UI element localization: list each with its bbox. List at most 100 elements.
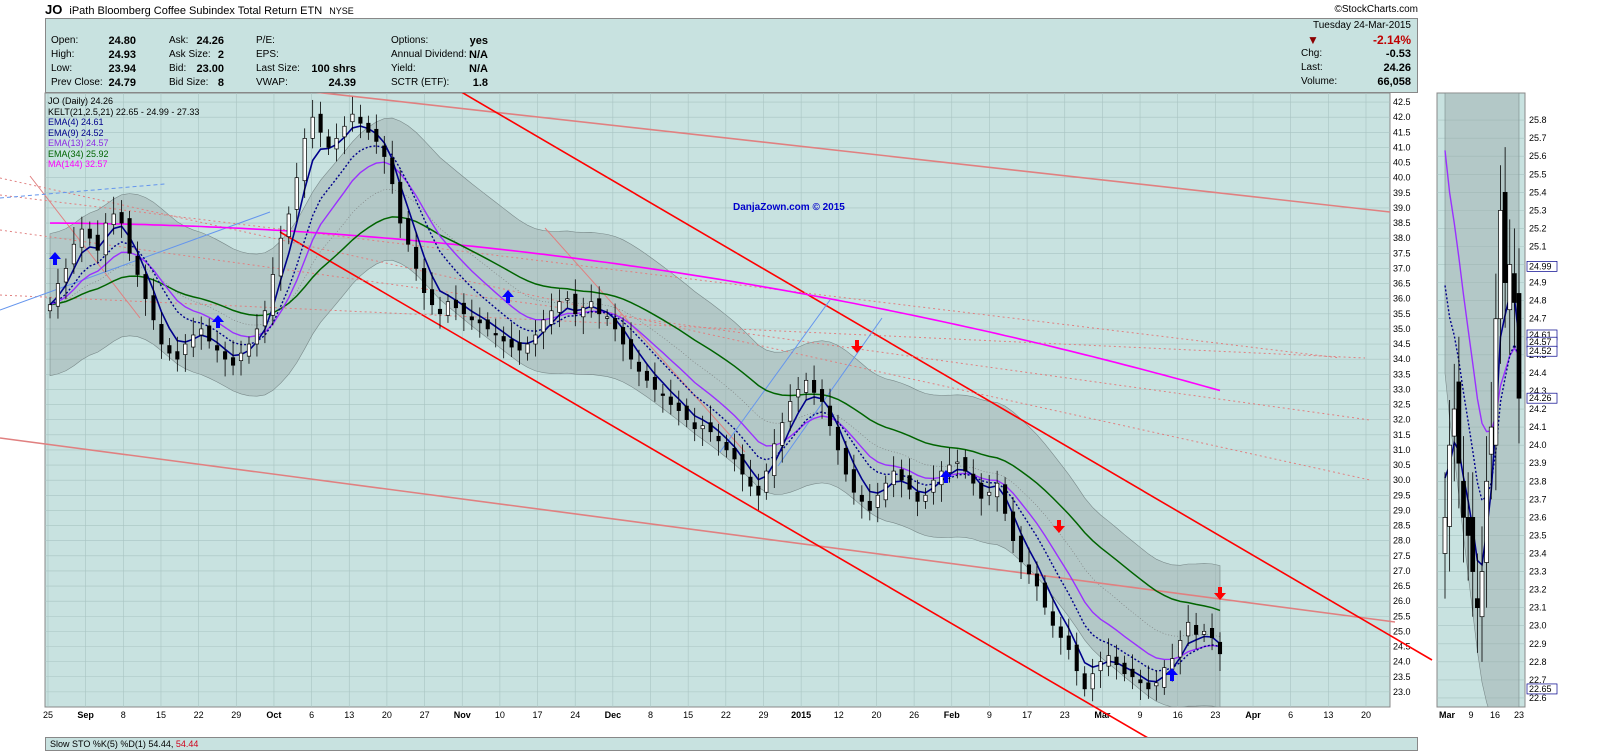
candle-body — [1003, 484, 1008, 514]
inset-y-tick-label: 25.2 — [1529, 223, 1547, 233]
candle-body — [1154, 682, 1159, 687]
inset-candle-body — [1447, 444, 1452, 527]
inset-price-tag-box — [1526, 683, 1558, 695]
quote-field: Annual Dividend: N/A — [391, 48, 488, 62]
candle-body — [326, 136, 331, 148]
legend-entry: EMA(13) 24.57 — [48, 138, 109, 148]
candle-body — [1186, 621, 1191, 637]
candle-body — [859, 494, 864, 502]
inset-y-tick-label: 25.1 — [1529, 242, 1547, 252]
candle-body — [429, 289, 435, 306]
candle-body — [286, 213, 291, 238]
candle-body — [867, 500, 872, 511]
ema13-line — [49, 161, 1221, 661]
inset-candle-body — [1442, 517, 1448, 554]
x-tick-label: 15 — [156, 710, 166, 720]
quote-field-value: N/A — [469, 63, 488, 75]
legend-entry: JO (Daily) 24.26 — [48, 96, 114, 106]
candle-body — [668, 396, 673, 405]
candle-body — [79, 228, 84, 248]
candle-body — [676, 402, 681, 411]
y-tick-label: 27.5 — [1393, 551, 1411, 561]
candle-body — [1066, 635, 1071, 650]
candle-body — [613, 317, 618, 330]
candle-body — [437, 308, 443, 315]
inset-candle-body — [1502, 191, 1508, 283]
candle-body — [318, 113, 323, 133]
quote-field: P/E: — [256, 34, 356, 48]
candle-body — [772, 443, 777, 476]
candle-body — [955, 461, 960, 464]
legend-entry: KELT(21,2.5,21) 22.65 - 24.99 - 27.33 — [48, 106, 200, 117]
inset-y-tick-label: 23.6 — [1529, 512, 1547, 522]
inset-y-tick-label: 22.6 — [1529, 693, 1547, 703]
brand-logo: ©StockCharts.com — [1334, 4, 1418, 15]
candle-body — [358, 116, 363, 124]
quote-field-label: SCTR (ETF): — [391, 77, 450, 88]
inset-y-tick-label: 25.7 — [1529, 133, 1547, 143]
candle-body — [581, 307, 586, 318]
chg-label: Chg: — [1301, 48, 1323, 59]
inset-candle-body — [1461, 480, 1466, 518]
candle-body — [589, 301, 594, 309]
x-tick-label: 24 — [570, 710, 580, 720]
dotted-trend-1 — [0, 177, 1371, 481]
inset-candle-body — [1484, 480, 1489, 563]
inset-price-tag-box — [1526, 392, 1558, 404]
candle-body — [1194, 624, 1199, 635]
candle-body — [939, 470, 944, 486]
quote-date: Tuesday 24-Mar-2015 — [1312, 20, 1411, 31]
candle-body — [151, 295, 156, 321]
y-tick-label: 28.0 — [1393, 536, 1411, 546]
change-pct: -2.14% — [1372, 33, 1411, 47]
candle-body — [1098, 661, 1103, 672]
y-tick-label: 36.5 — [1393, 279, 1411, 289]
candle-body — [414, 246, 419, 269]
quote-chg-row: Chg: -0.53 — [1301, 47, 1411, 61]
candle-body — [819, 389, 825, 402]
x-tick-label: Feb — [944, 710, 961, 720]
candle-body — [71, 243, 76, 265]
candle-body — [780, 422, 785, 446]
candle-body — [1106, 655, 1111, 667]
quote-field-label: Annual Dividend: — [391, 49, 467, 60]
y-tick-label: 30.5 — [1393, 460, 1411, 470]
candle-body — [628, 339, 634, 360]
x-tick-label: 6 — [1288, 710, 1293, 720]
candle-body — [175, 351, 180, 360]
candle-body — [1018, 535, 1024, 563]
quote-summary: Tuesday 24-Mar-2015 ▼ -2.14% Chg: -0.53 … — [1301, 19, 1411, 89]
x-tick-label: Sep — [77, 710, 94, 720]
quote-field-label: Ask: — [169, 35, 189, 46]
y-tick-label: 30.0 — [1393, 475, 1411, 485]
quote-field-value: 24.93 — [108, 49, 136, 61]
inset-candle-body — [1512, 273, 1517, 303]
candle-body — [199, 328, 204, 336]
buy-arrow-icon — [502, 290, 514, 303]
candle-body — [310, 116, 315, 139]
candle-body — [740, 454, 745, 475]
candle-body — [350, 113, 355, 123]
candle-body — [1082, 673, 1087, 690]
y-tick-label: 38.5 — [1393, 218, 1411, 228]
candle-body — [732, 448, 737, 460]
candle-body — [215, 345, 220, 351]
y-tick-label: 26.5 — [1393, 581, 1411, 591]
inset-y-tick-label: 24.1 — [1529, 422, 1547, 432]
y-tick-label: 41.0 — [1393, 142, 1411, 152]
candle-body — [660, 393, 665, 396]
candle-body — [573, 293, 578, 315]
candle-body — [47, 304, 53, 312]
inset-y-tick-label: 23.9 — [1529, 458, 1547, 468]
watermark: DanjaZown.com © 2015 — [733, 202, 845, 213]
candle-body — [1042, 582, 1047, 608]
candle-body — [55, 283, 61, 307]
ema9-line — [49, 145, 1221, 672]
x-tick-label: 6 — [309, 710, 314, 720]
x-tick-label: 22 — [194, 710, 204, 720]
candle-body — [907, 475, 912, 490]
x-tick-label: 20 — [1361, 710, 1371, 720]
inset-x-tick-label: 9 — [1468, 710, 1473, 720]
quote-field-label: VWAP: — [256, 77, 288, 88]
